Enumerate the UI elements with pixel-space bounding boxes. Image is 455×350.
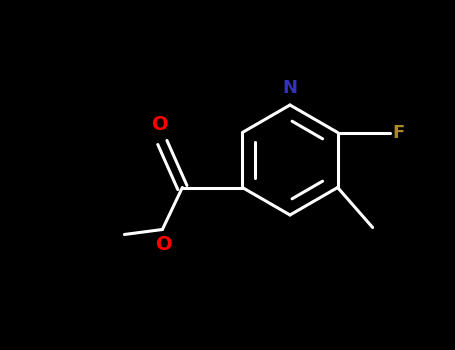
Text: O: O xyxy=(156,236,173,254)
Text: O: O xyxy=(152,116,169,134)
Text: N: N xyxy=(283,79,298,97)
Text: F: F xyxy=(393,124,405,141)
